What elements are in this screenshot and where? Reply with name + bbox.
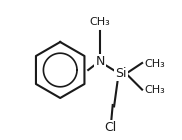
Text: Cl: Cl [104, 121, 116, 134]
Text: CH₃: CH₃ [144, 85, 165, 95]
Text: CH₃: CH₃ [90, 17, 110, 27]
Text: CH₃: CH₃ [144, 59, 165, 69]
Text: N: N [95, 55, 105, 68]
Text: Si: Si [115, 67, 127, 80]
